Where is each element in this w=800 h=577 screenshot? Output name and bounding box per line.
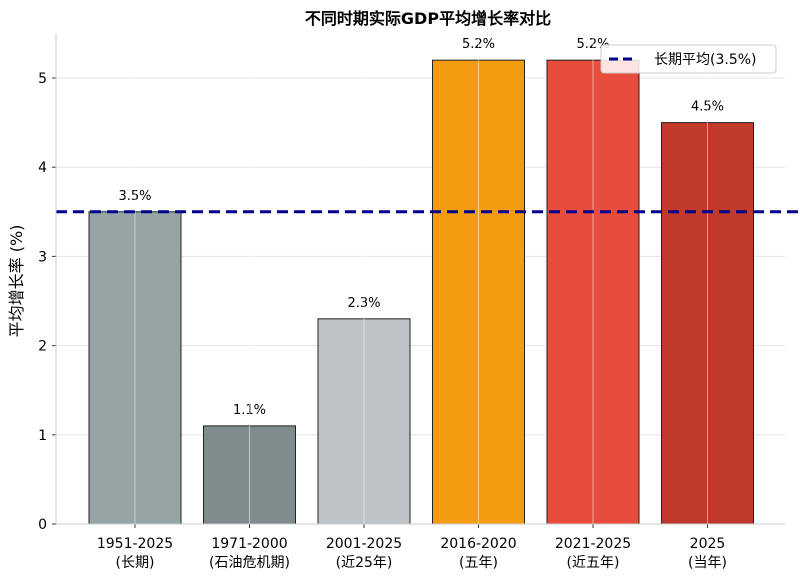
y-tick-label: 3 xyxy=(38,249,47,265)
y-tick-label: 1 xyxy=(38,428,47,444)
x-tick-label: 1971-2000 xyxy=(211,536,287,552)
x-tick-label: 2021-2025 xyxy=(555,536,631,552)
legend: 长期平均(3.5%) xyxy=(600,44,777,74)
y-axis-label: 平均增长率 (%) xyxy=(7,225,26,338)
y-tick-label: 5 xyxy=(38,71,47,87)
legend-label: 长期平均(3.5%) xyxy=(654,52,757,68)
x-tick-label: (近五年) xyxy=(567,555,620,571)
x-tick-label: 2001-2025 xyxy=(326,536,402,552)
chart-title: 不同时期实际GDP平均增长率对比 xyxy=(305,9,551,28)
y-tick-label: 2 xyxy=(38,339,47,355)
x-tick-label: 2025 xyxy=(690,536,726,552)
x-tick-label: (长期) xyxy=(116,555,155,571)
x-tick-label: (近25年) xyxy=(336,555,393,571)
x-tick-label: (五年) xyxy=(459,555,498,571)
x-tick-label: 1951-2025 xyxy=(97,536,173,552)
x-tick-label: 2016-2020 xyxy=(440,536,516,552)
y-tick-label: 0 xyxy=(38,517,47,533)
x-tick-label: (石油危机期) xyxy=(209,555,290,571)
y-tick-label: 4 xyxy=(38,160,47,176)
x-tick-label: (当年) xyxy=(688,555,727,571)
